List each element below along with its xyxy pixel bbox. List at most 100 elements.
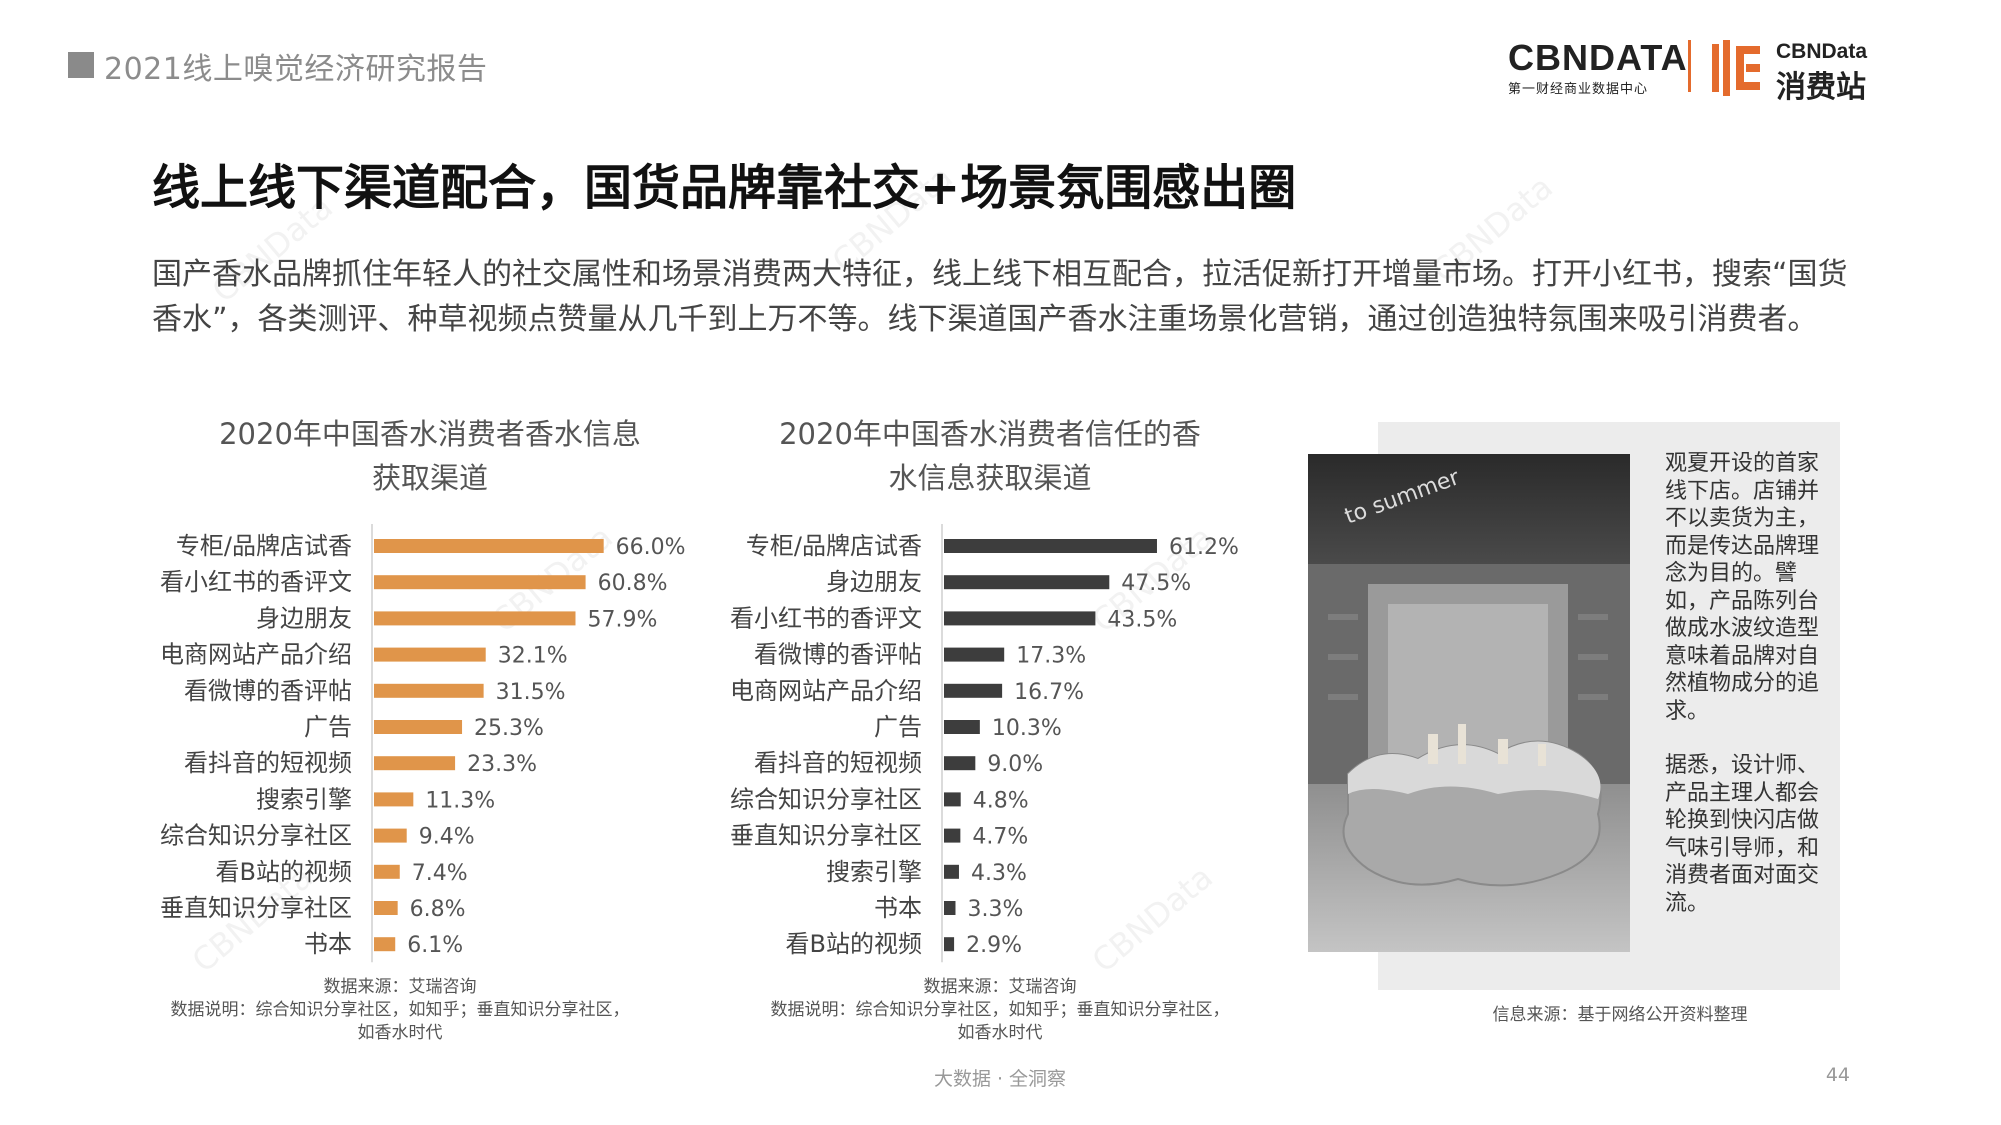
chart1-value-label: 25.3% [474,716,544,741]
chart1-category-label: 看B站的视频 [216,858,352,886]
chart2-bar [944,720,980,734]
chart1-category-label: 看微博的香评帖 [184,677,352,705]
chart2-bar [944,575,1110,590]
chart1-category-label: 看小红书的香评文 [160,568,352,596]
logo-right-main: CBNData [1776,40,1868,63]
chart2-category-label: 看抖音的短视频 [754,749,922,777]
logo-right-sub: 消费站 [1776,70,1866,105]
chart1-value-label: 7.4% [412,861,468,886]
chart1-bar [374,901,398,915]
chart2-bar [944,864,959,879]
chart2-category-label: 搜索引擎 [826,858,922,886]
chart1-bar [374,792,414,807]
chart1-value-label: 9.4% [419,825,475,850]
chart2-bar [944,647,1005,662]
chart2-category-label: 综合知识分享社区 [730,785,922,813]
chart2-category-label: 专柜/品牌店试香 [746,532,922,560]
store-photo: to summer [1308,454,1630,952]
xiaofeizhan-logo-icon [1712,40,1760,96]
logo-divider [1688,40,1691,92]
chart1-category-label: 身边朋友 [256,604,352,632]
chart1-category-label: 搜索引擎 [256,785,352,813]
chart1-bar [374,611,576,626]
chart2-bar [944,828,961,843]
chart2-category-label: 身边朋友 [826,568,922,596]
chart1-value-label: 6.8% [410,897,466,922]
chart2-bar [944,683,1003,698]
store-description-p1: 观夏开设的首家线下店。店铺并不以卖货为主，而是传达品牌理念为目的。譬如，产品陈列… [1665,451,1820,724]
chart1-bar [374,720,463,734]
chart1-bar [374,937,396,952]
chart2-bar [944,756,976,771]
chart1-source-line1: 数据来源：艾瑞咨询 [323,977,477,997]
chart1-value-label: 57.9% [587,607,657,632]
chart1-title-line2: 获取渠道 [371,461,488,495]
header-square-icon [68,52,94,78]
chart1-bar [374,828,407,843]
chart2-source-line1: 数据来源：艾瑞咨询 [923,977,1077,997]
chart2-category-label: 广告 [874,713,922,741]
xiaofeizhan-logo: CBNData 消费站 [1708,34,1868,105]
chart2-title-line1: 2020年中国香水消费者信任的香 [779,417,1201,451]
chart2-source: 数据来源：艾瑞咨询 数据说明：综合知识分享社区，如知乎；垂直知识分享社区， 如香… [730,976,1270,1045]
chart2-bar-chart: 专柜/品牌店试香 61.2% 身边朋友 47.5% 看小红书的香评文 43.5% 看微博的香… [730,524,1239,963]
chart2-value-label: 43.5% [1107,607,1177,632]
chart2-value-label: 2.9% [966,933,1022,958]
chart1-category-label: 看抖音的短视频 [184,749,352,777]
chart1-title-line1: 2020年中国香水消费者香水信息 [219,417,641,451]
chart1-title: 2020年中国香水消费者香水信息 获取渠道 [150,412,710,500]
chart1-bar [374,683,484,698]
chart2-category-label: 看微博的香评帖 [754,641,922,669]
chart1-bar-chart: 专柜/品牌店试香 66.0% 看小红书的香评文 60.8% 身边朋友 57.9% 电商网站产… [160,524,686,963]
chart2-category-label: 书本 [874,894,922,922]
panel-source: 信息来源：基于网络公开资料整理 [1492,1005,1748,1025]
logo-left-main: CBNDATA [1508,37,1688,78]
chart2-category-label: 垂直知识分享社区 [730,822,922,850]
store-photo-illustration: to summer [1308,454,1630,952]
chart1-category-label: 专柜/品牌店试香 [176,532,352,560]
chart1-value-label: 66.0% [616,535,686,560]
chart2-bar [944,539,1157,553]
chart1-value-label: 11.3% [425,788,495,813]
chart2-title-line2: 水信息获取渠道 [888,461,1092,495]
chart2-value-label: 4.7% [972,825,1028,850]
page-title: 线上线下渠道配合，国货品牌靠社交+场景氛围感出圈 [152,160,1297,216]
chart2-value-label: 17.3% [1016,644,1086,669]
chart1-value-label: 31.5% [496,680,566,705]
chart2-title: 2020年中国香水消费者信任的香 水信息获取渠道 [710,412,1270,500]
chart2-bar [944,937,955,952]
chart1-bar [374,575,586,590]
chart2-source-line2: 数据说明：综合知识分享社区，如知乎；垂直知识分享社区， [770,1000,1230,1020]
chart2-value-label: 47.5% [1121,571,1191,596]
store-description-p2: 据悉，设计师、产品主理人都会轮换到快闪店做气味引导师，和消费者面对面交流。 [1665,753,1820,916]
chart2-value-label: 9.0% [987,752,1043,777]
chart2-value-label: 16.7% [1014,680,1084,705]
chart2-category-label: 电商网站产品介绍 [730,677,922,705]
cbndata-logo: CBNDATA 第一财经商业数据中心 [1508,37,1688,98]
chart2-value-label: 4.3% [971,861,1027,886]
chart2-value-label: 4.8% [973,788,1029,813]
chart2-bar [944,901,956,915]
chart1-category-label: 电商网站产品介绍 [160,641,352,669]
logo-left-sub: 第一财经商业数据中心 [1508,82,1649,97]
chart1-value-label: 60.8% [598,571,668,596]
chart2-category-label: 看B站的视频 [786,930,922,958]
chart1-bar [374,647,486,662]
chart1-bar [374,756,456,771]
report-title: 2021线上嗅觉经济研究报告 [104,52,488,87]
chart1-bar [374,864,400,879]
chart2-value-label: 61.2% [1169,535,1239,560]
chart2-bar [944,611,1096,626]
chart2-source-line3: 如香水时代 [957,1023,1043,1043]
chart2-value-label: 3.3% [967,897,1023,922]
intro-paragraph: 国产香水品牌抓住年轻人的社交属性和场景消费两大特征，线上线下相互配合，拉活促新打… [152,257,1848,337]
footer-tagline: 大数据 · 全洞察 [933,1068,1067,1090]
chart1-value-label: 23.3% [467,752,537,777]
store-description: 观夏开设的首家线下店。店铺并不以卖货为主，而是传达品牌理念为目的。譬如，产品陈列… [1665,450,1835,944]
page-number: 44 [1825,1064,1850,1086]
chart1-bar [374,539,604,553]
chart2-value-label: 10.3% [992,716,1062,741]
chart1-source-line3: 如香水时代 [357,1023,443,1043]
chart1-category-label: 书本 [304,930,352,958]
chart1-value-label: 32.1% [498,644,568,669]
